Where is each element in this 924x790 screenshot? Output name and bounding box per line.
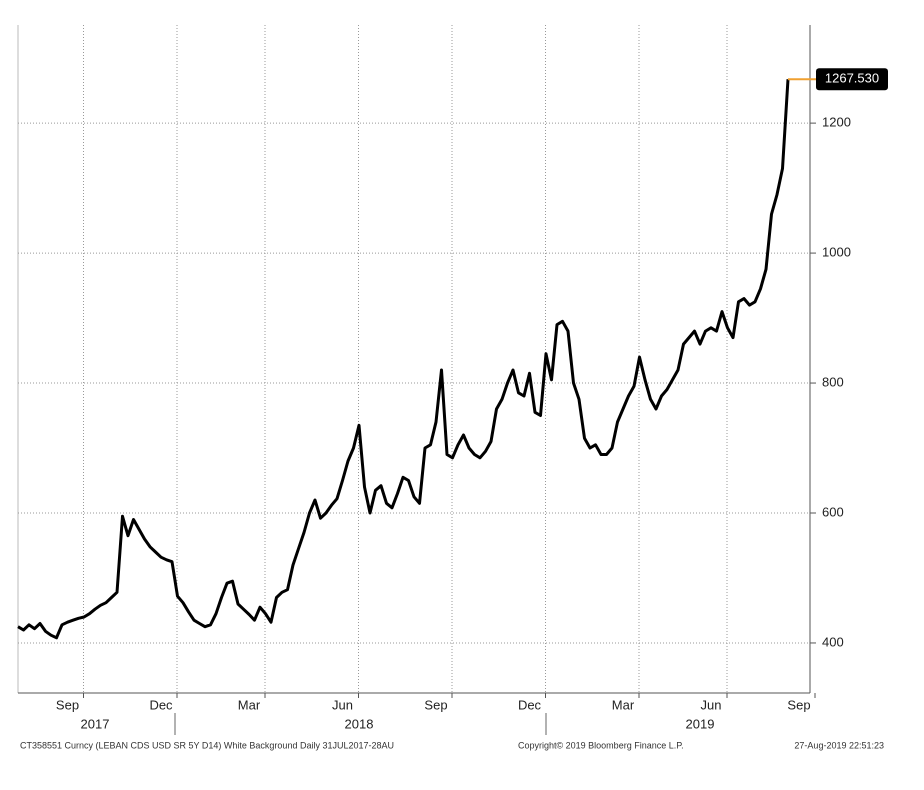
x-tick-label: Mar: [612, 697, 635, 712]
y-tick-label: 800: [822, 374, 844, 389]
y-tick-label: 1000: [822, 245, 851, 260]
x-tick-label: Sep: [424, 697, 447, 712]
last-value-box: [816, 68, 888, 91]
x-tick-label: Dec: [149, 697, 173, 712]
x-tick-label: Jun: [332, 697, 353, 712]
x-tick-label: Dec: [518, 697, 542, 712]
footer-center: Copyright© 2019 Bloomberg Finance L.P.: [518, 740, 684, 750]
footer-left: CT358551 Curncy (LEBAN CDS USD SR 5Y D14…: [20, 740, 394, 750]
x-tick-label: Sep: [56, 697, 79, 712]
x-tick-label: Sep: [787, 697, 810, 712]
x-tick-label: Mar: [238, 697, 261, 712]
year-label: 2017: [81, 716, 110, 731]
y-tick-label: 400: [822, 634, 844, 649]
y-tick-label: 1200: [822, 115, 851, 130]
series-line: [17, 79, 790, 640]
last-value-label: 1267.530: [825, 71, 879, 86]
y-tick-label: 600: [822, 504, 844, 519]
year-label: 2018: [345, 716, 374, 731]
x-tick-label: Jun: [701, 697, 722, 712]
year-label: 2019: [686, 716, 715, 731]
footer-right: 27-Aug-2019 22:51:23: [794, 740, 884, 750]
